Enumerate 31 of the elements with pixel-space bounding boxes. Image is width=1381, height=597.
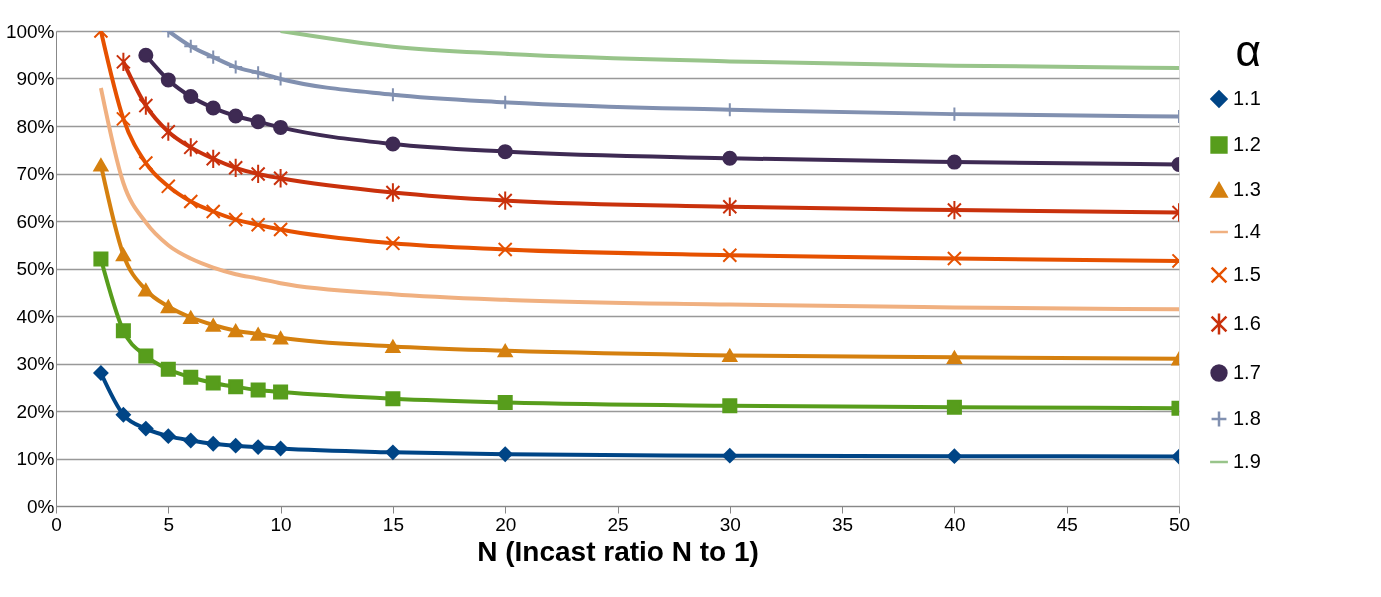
legend-label: 1.5 — [1233, 263, 1261, 285]
y-tick-label: 50% — [16, 258, 55, 279]
y-tick-label: 40% — [16, 305, 55, 327]
legend-label: 1.1 — [1233, 87, 1261, 109]
y-tick-label: 10% — [16, 448, 55, 469]
y-tick-label: 80% — [16, 115, 55, 137]
x-tick-label: 25 — [607, 513, 629, 535]
x-axis-title: N (Incast ratio N to 1) — [477, 535, 759, 567]
x-tick-label: 15 — [382, 513, 404, 535]
legend-label: 1.8 — [1233, 407, 1261, 429]
legend-label: 1.3 — [1233, 178, 1261, 200]
x-tick-label: 30 — [719, 513, 741, 535]
legend-label: 1.6 — [1233, 312, 1261, 334]
legend-label: 1.4 — [1233, 220, 1261, 242]
x-tick-label: 40 — [944, 513, 966, 535]
y-tick-label: 70% — [16, 163, 55, 184]
legend-label: 1.9 — [1233, 450, 1261, 472]
y-tick-label: 30% — [16, 353, 55, 374]
x-tick-label: 35 — [832, 513, 854, 535]
x-tick-label: 45 — [1056, 513, 1078, 535]
legend-label: 1.2 — [1233, 133, 1261, 155]
y-tick-label: 90% — [16, 68, 55, 89]
x-tick-label: 10 — [270, 513, 292, 535]
x-tick-label: 5 — [163, 513, 175, 535]
y-tick-label: 100% — [5, 20, 55, 42]
x-tick-label: 50 — [1168, 513, 1191, 535]
legend-label: 1.7 — [1233, 361, 1261, 383]
legend-title: α — [1235, 26, 1261, 75]
x-tick-label: 20 — [495, 513, 517, 535]
y-tick-label: 20% — [16, 400, 55, 422]
y-tick-label: 60% — [16, 210, 55, 232]
